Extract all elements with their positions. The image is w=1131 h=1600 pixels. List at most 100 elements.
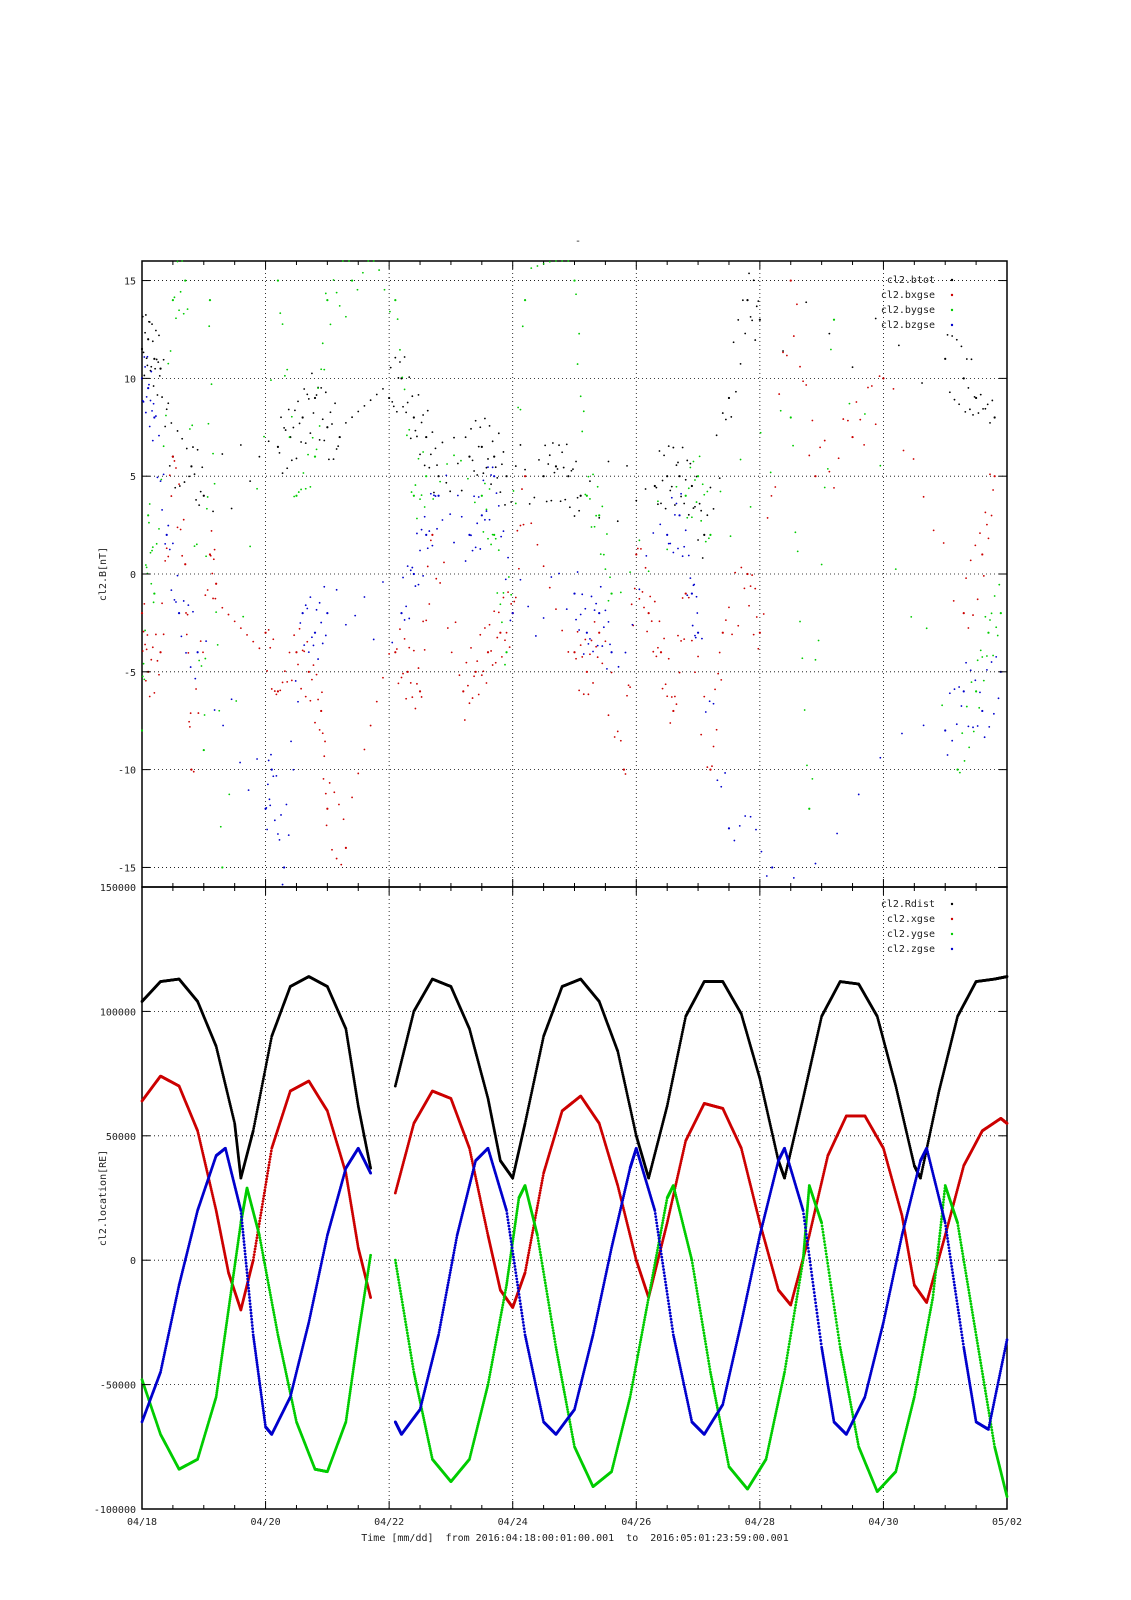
data-point xyxy=(484,482,486,485)
data-point xyxy=(796,550,799,553)
data-point xyxy=(183,481,186,483)
data-point xyxy=(679,1037,683,1041)
data-point xyxy=(162,473,165,476)
data-point xyxy=(987,631,990,634)
data-point xyxy=(661,687,664,690)
data-point xyxy=(542,475,545,478)
data-point xyxy=(561,629,564,632)
data-point xyxy=(309,485,312,488)
data-point xyxy=(479,426,482,429)
data-point xyxy=(144,679,147,682)
data-point xyxy=(992,489,994,491)
data-point xyxy=(653,484,656,488)
data-point xyxy=(678,1044,682,1047)
data-point xyxy=(484,417,486,420)
data-point xyxy=(445,474,448,477)
data-point xyxy=(988,725,991,728)
data-point xyxy=(403,619,406,621)
data-point xyxy=(405,697,408,700)
data-point xyxy=(558,444,560,447)
data-point xyxy=(323,755,326,758)
data-point xyxy=(272,638,275,641)
data-point xyxy=(680,495,682,498)
data-point xyxy=(332,458,335,461)
data-point xyxy=(453,541,455,544)
data-point xyxy=(399,628,401,631)
data-point xyxy=(972,614,974,616)
data-point xyxy=(573,592,576,595)
data-point xyxy=(510,603,513,605)
data-point xyxy=(671,1075,675,1079)
data-point xyxy=(267,1049,271,1052)
data-point xyxy=(629,1111,633,1114)
data-point xyxy=(842,418,845,420)
data-point xyxy=(423,648,426,651)
data-point xyxy=(986,655,988,657)
data-point xyxy=(161,396,163,398)
data-point xyxy=(671,1077,675,1081)
data-point xyxy=(749,585,752,588)
data-point xyxy=(659,651,663,654)
data-point xyxy=(657,500,659,503)
data-point xyxy=(961,732,964,735)
data-point xyxy=(406,670,409,673)
data-point xyxy=(619,1064,623,1068)
data-point xyxy=(307,670,310,673)
data-point xyxy=(255,1108,259,1111)
data-point xyxy=(333,791,336,794)
data-point xyxy=(151,549,153,552)
data-point xyxy=(690,516,693,519)
data-point xyxy=(538,458,540,461)
data-point xyxy=(402,672,404,675)
data-point xyxy=(196,651,199,654)
data-point xyxy=(269,646,272,649)
data-point xyxy=(622,768,626,771)
data-point xyxy=(315,673,318,676)
data-point xyxy=(198,659,201,662)
data-point xyxy=(317,387,319,390)
data-point xyxy=(561,260,564,262)
data-point xyxy=(808,807,811,810)
data-point xyxy=(171,542,174,545)
data-point xyxy=(942,542,945,544)
data-point xyxy=(666,475,669,478)
data-point xyxy=(755,616,758,618)
data-point xyxy=(148,383,150,386)
data-point xyxy=(799,620,801,623)
data-point xyxy=(324,292,327,295)
data-point xyxy=(525,1111,529,1114)
data-point xyxy=(372,638,375,641)
data-point xyxy=(411,566,414,569)
data-point xyxy=(878,375,881,378)
data-point xyxy=(188,428,191,430)
data-point xyxy=(512,490,515,492)
data-point xyxy=(269,1039,273,1043)
data-point xyxy=(195,543,198,546)
data-point xyxy=(806,764,808,767)
data-point xyxy=(507,576,510,578)
data-point xyxy=(205,555,208,558)
data-point xyxy=(622,1077,626,1081)
data-point xyxy=(179,290,182,293)
data-point xyxy=(998,583,1001,586)
data-point xyxy=(328,458,330,461)
data-point xyxy=(674,1064,677,1068)
data-point xyxy=(607,599,610,602)
data-point xyxy=(965,661,967,664)
data-point xyxy=(620,1066,623,1070)
data-point xyxy=(734,571,737,574)
data-point xyxy=(573,651,576,654)
data-point xyxy=(221,453,224,455)
data-point xyxy=(964,410,967,413)
data-point xyxy=(669,542,672,545)
data-point xyxy=(195,499,197,501)
data-point xyxy=(848,402,851,405)
bottom-grid xyxy=(142,887,1007,1509)
data-point xyxy=(982,407,984,410)
data-point xyxy=(567,651,570,653)
data-point xyxy=(259,1211,263,1215)
data-point xyxy=(690,592,693,595)
data-point xyxy=(488,518,491,521)
data-point xyxy=(694,634,696,637)
data-point xyxy=(576,496,579,499)
